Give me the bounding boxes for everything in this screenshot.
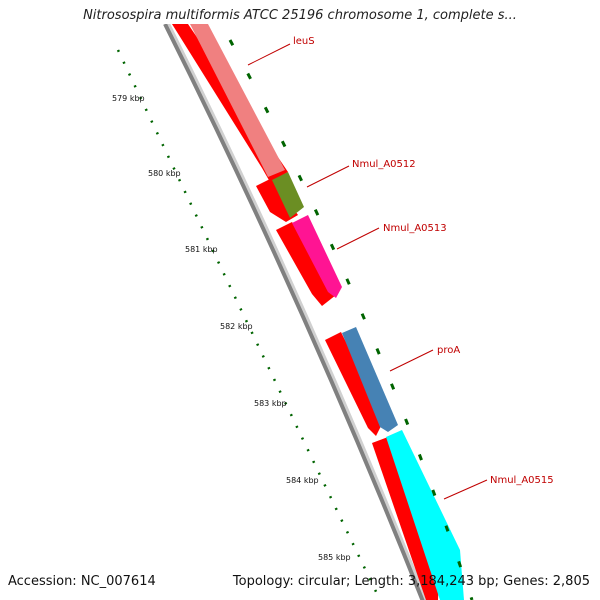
kbp-label: 581 kbp <box>185 245 218 254</box>
cds-arrow <box>325 332 384 436</box>
genome-summary-text: Topology: circular; Length: 3,184,243 bp… <box>232 574 590 589</box>
gene-bar-proA <box>342 327 398 432</box>
gene-labels: leuS Nmul_A0512 Nmul_A0513 proA Nmul_A05… <box>293 36 554 486</box>
kbp-label: 580 kbp <box>148 169 181 178</box>
gene-label-proA[interactable]: proA <box>437 345 460 356</box>
gene-label-Nmul_A0513[interactable]: Nmul_A0513 <box>383 223 447 234</box>
kbp-label: 579 kbp <box>112 94 145 103</box>
leader-line <box>247 43 291 66</box>
gene-bar-Nmul_A0512 <box>272 172 304 218</box>
gene-bar-Nmul_A0513 <box>292 215 342 298</box>
kbp-label: 583 kbp <box>254 399 287 408</box>
gene-ring <box>190 24 464 600</box>
gene-label-Nmul_A0515[interactable]: Nmul_A0515 <box>490 475 554 486</box>
gene-label-leuS[interactable]: leuS <box>293 36 315 47</box>
cds-arrow <box>372 437 440 600</box>
kbp-label: 584 kbp <box>286 476 319 485</box>
gene-bar-Nmul_A0515 <box>386 430 464 600</box>
kbp-label: 585 kbp <box>318 553 351 562</box>
leader-line <box>306 165 350 188</box>
genome-backbone <box>163 24 425 600</box>
cds-arrow <box>276 222 336 306</box>
leader-line <box>389 349 434 372</box>
leader-line <box>336 227 380 250</box>
accession-text: Accession: NC_007614 <box>8 574 156 589</box>
gene-leaders <box>247 43 488 500</box>
gene-bar-leuS <box>190 24 285 177</box>
map-title: Nitrosospira multiformis ATCC 25196 chro… <box>83 8 517 23</box>
kbp-labels: 579 kbp 580 kbp 581 kbp 582 kbp 583 kbp … <box>112 94 351 562</box>
gene-label-Nmul_A0512[interactable]: Nmul_A0512 <box>352 159 416 170</box>
leader-line <box>443 479 488 500</box>
kbp-label: 582 kbp <box>220 322 253 331</box>
